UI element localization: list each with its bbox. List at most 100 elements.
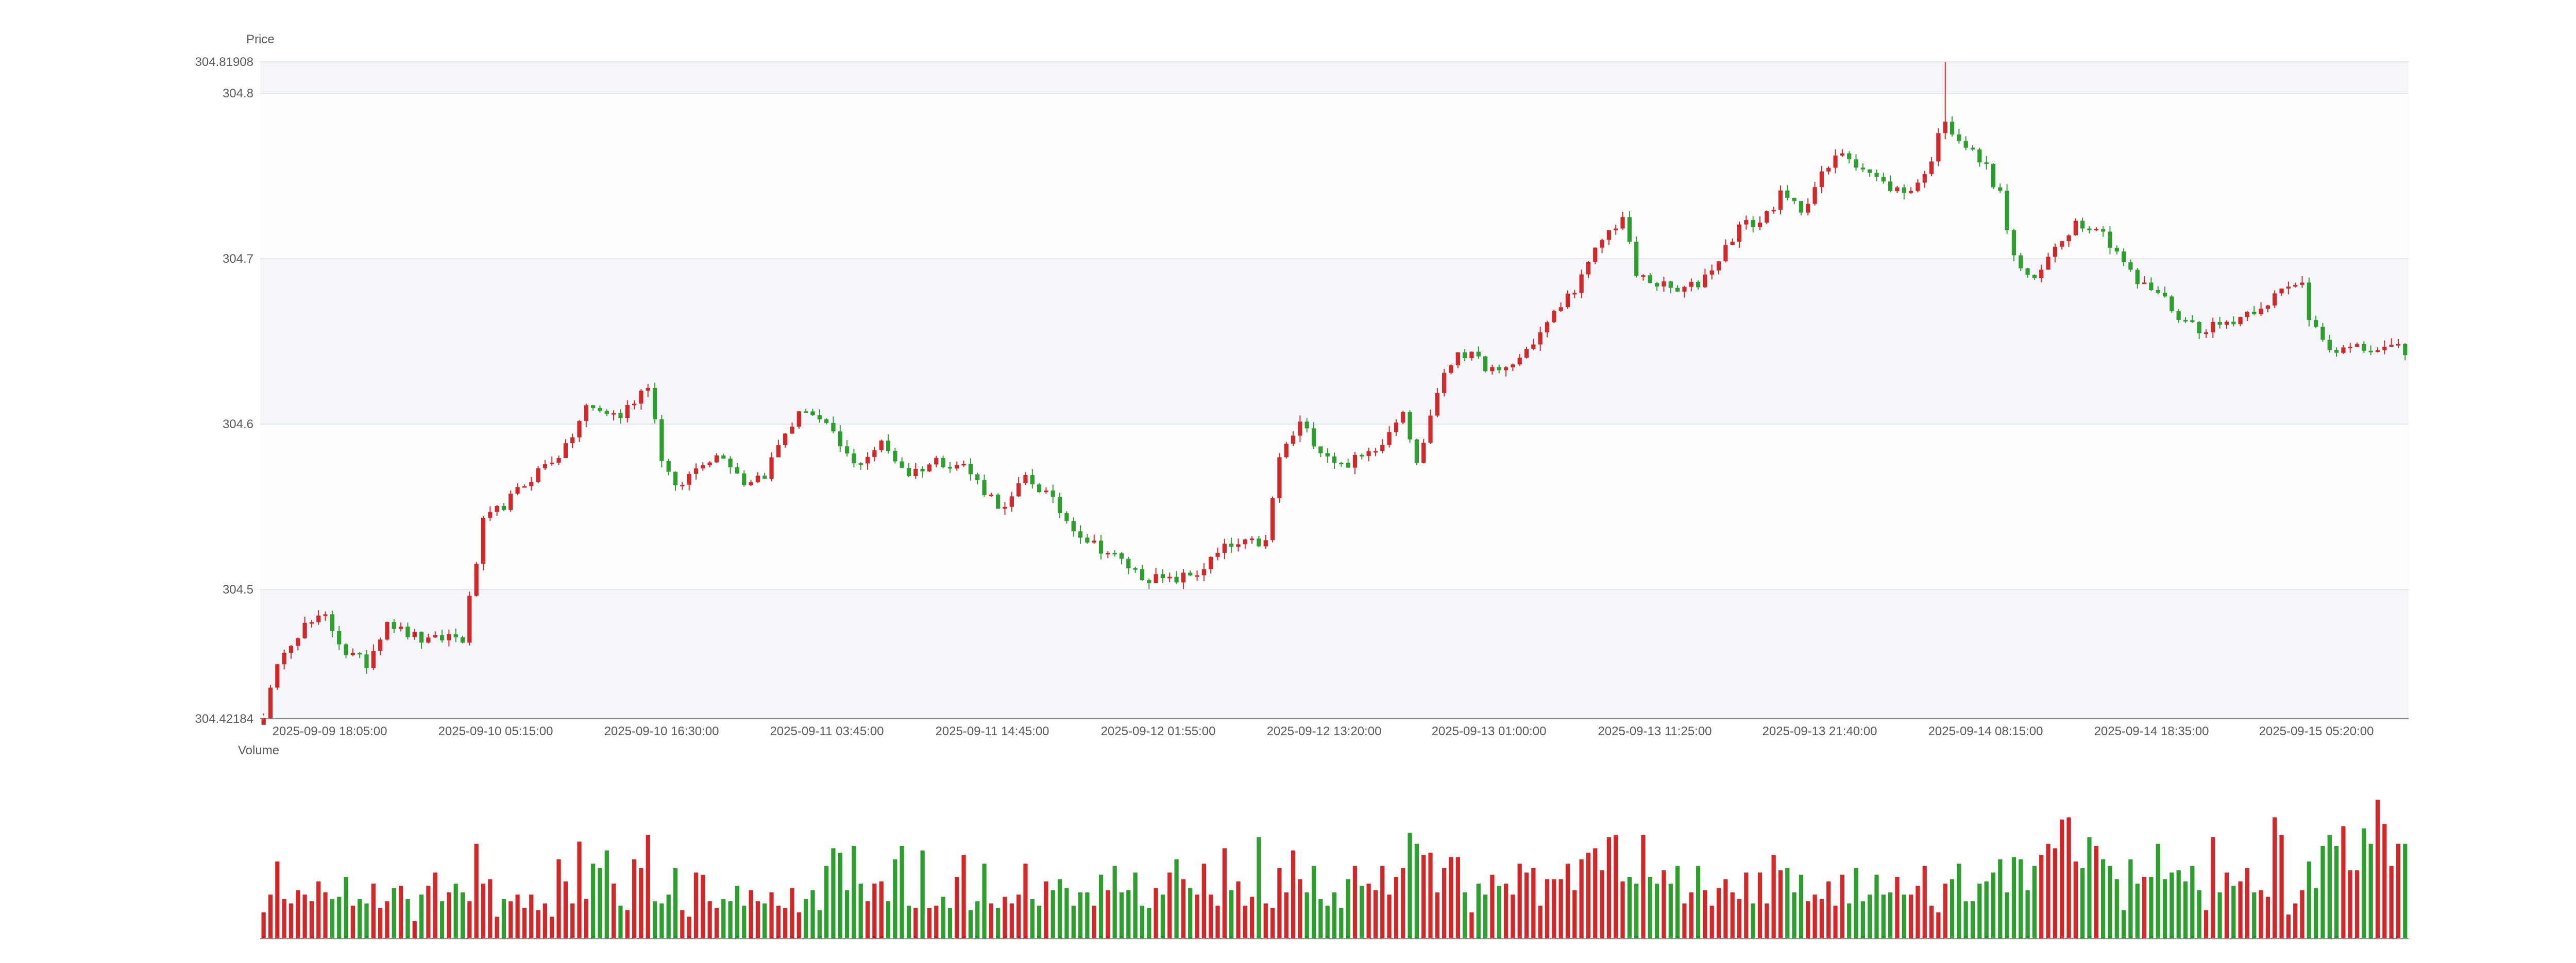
candle-body bbox=[824, 419, 829, 423]
candle-body bbox=[817, 415, 822, 419]
candle-body bbox=[1078, 531, 1083, 538]
volume-bar bbox=[2080, 868, 2085, 939]
candle-body bbox=[1819, 171, 1824, 188]
candle-body bbox=[591, 405, 596, 408]
volume-bar bbox=[742, 905, 747, 939]
volume-bar bbox=[632, 859, 637, 939]
volume-bar bbox=[488, 879, 493, 939]
candle-body bbox=[1806, 204, 1810, 213]
candle-body bbox=[309, 622, 314, 624]
volume-bar bbox=[556, 859, 561, 939]
volume-bar bbox=[1558, 879, 1563, 939]
volume-bar bbox=[1490, 874, 1495, 939]
candle-body bbox=[1380, 445, 1385, 451]
volume-bar bbox=[2348, 870, 2352, 939]
candle-body bbox=[2320, 327, 2325, 340]
candle-body bbox=[742, 473, 747, 485]
candle-body bbox=[1524, 349, 1529, 358]
volume-bar bbox=[879, 881, 884, 939]
candle-body bbox=[961, 464, 966, 466]
volume-bar bbox=[1215, 905, 1220, 939]
candle-body bbox=[920, 468, 925, 471]
x-tick-label: 2025-09-12 01:55:00 bbox=[1101, 724, 1216, 738]
volume-bar bbox=[796, 912, 801, 939]
candle-body bbox=[1133, 568, 1138, 570]
volume-bar bbox=[1833, 905, 1838, 939]
candle-body bbox=[693, 468, 699, 474]
candle-body bbox=[1751, 220, 1755, 227]
volume-bar bbox=[1757, 872, 1762, 939]
volume-bar bbox=[693, 872, 699, 939]
candle-body bbox=[1360, 454, 1364, 457]
volume-bar bbox=[1950, 879, 1955, 939]
candle-body bbox=[2341, 347, 2346, 353]
volume-bar bbox=[1174, 859, 1179, 939]
candle-body bbox=[467, 596, 472, 643]
candle-body bbox=[646, 387, 650, 391]
volume-bar bbox=[2032, 866, 2037, 939]
volume-bar bbox=[2334, 846, 2339, 939]
volume-bar bbox=[2231, 886, 2236, 939]
candle-body bbox=[2135, 269, 2140, 284]
candle-body bbox=[289, 646, 294, 653]
volume-bar bbox=[591, 864, 596, 939]
candle-body bbox=[1209, 556, 1213, 569]
volume-bar bbox=[577, 841, 582, 939]
candle-body bbox=[1936, 133, 1941, 162]
volume-bar bbox=[604, 850, 609, 939]
candle-body bbox=[412, 632, 417, 637]
candle-body bbox=[2348, 346, 2352, 348]
candle-body bbox=[1387, 432, 1392, 445]
volume-bar bbox=[1620, 881, 1625, 939]
volume-bar bbox=[968, 910, 973, 939]
candle-body bbox=[1991, 163, 1996, 188]
volume-bar bbox=[2190, 866, 2195, 939]
volume-bar bbox=[1044, 881, 1048, 939]
volume-bar bbox=[1098, 874, 1104, 939]
price-grid-bands bbox=[260, 61, 2409, 719]
candle-body bbox=[1044, 491, 1048, 493]
volume-bar bbox=[1840, 874, 1845, 939]
volume-bar bbox=[1387, 894, 1392, 939]
candle-body bbox=[2286, 286, 2291, 289]
candle-body bbox=[2011, 230, 2016, 256]
volume-bar bbox=[2053, 848, 2058, 939]
candle-body bbox=[577, 421, 582, 437]
candle-body bbox=[261, 718, 266, 725]
volume-bar bbox=[2341, 826, 2346, 939]
volume-bar bbox=[947, 908, 953, 939]
candle-body bbox=[687, 474, 691, 485]
x-tick-labels: 2025-09-09 18:05:00 2025-09-10 05:15:00 20… bbox=[273, 724, 2374, 738]
candle-body bbox=[1463, 352, 1467, 358]
volume-bar bbox=[1112, 866, 1117, 939]
candle-body bbox=[1511, 364, 1515, 367]
volume-bar bbox=[1140, 905, 1145, 939]
candle-body bbox=[2005, 191, 2009, 230]
volume-bar bbox=[481, 883, 486, 939]
volume-bar bbox=[618, 905, 623, 939]
candle-body bbox=[1497, 367, 1501, 370]
candle-body bbox=[1668, 281, 1673, 288]
candle-body bbox=[337, 631, 342, 645]
candle-body bbox=[1106, 553, 1110, 555]
candle-body bbox=[1908, 191, 1913, 193]
volume-bar bbox=[1352, 866, 1358, 939]
volume-bar bbox=[2066, 817, 2071, 939]
volume-bar bbox=[1476, 883, 1481, 939]
candle-body bbox=[302, 622, 307, 638]
candle-body bbox=[838, 431, 842, 447]
volume-bar bbox=[474, 843, 479, 939]
volume-bar bbox=[673, 868, 678, 939]
volume-bar bbox=[1737, 899, 1742, 939]
volume-bar bbox=[1421, 855, 1426, 939]
volume-bar bbox=[385, 901, 389, 939]
volume-bar bbox=[1606, 837, 1612, 939]
volume-bar bbox=[817, 910, 822, 939]
volume-bar bbox=[1709, 905, 1714, 939]
candle-body bbox=[1696, 281, 1701, 288]
volume-bar bbox=[2265, 897, 2270, 939]
candle-body bbox=[1352, 454, 1358, 468]
volume-bar bbox=[1304, 892, 1309, 939]
volume-bar bbox=[1957, 864, 1961, 939]
volume-bar bbox=[2252, 892, 2257, 939]
